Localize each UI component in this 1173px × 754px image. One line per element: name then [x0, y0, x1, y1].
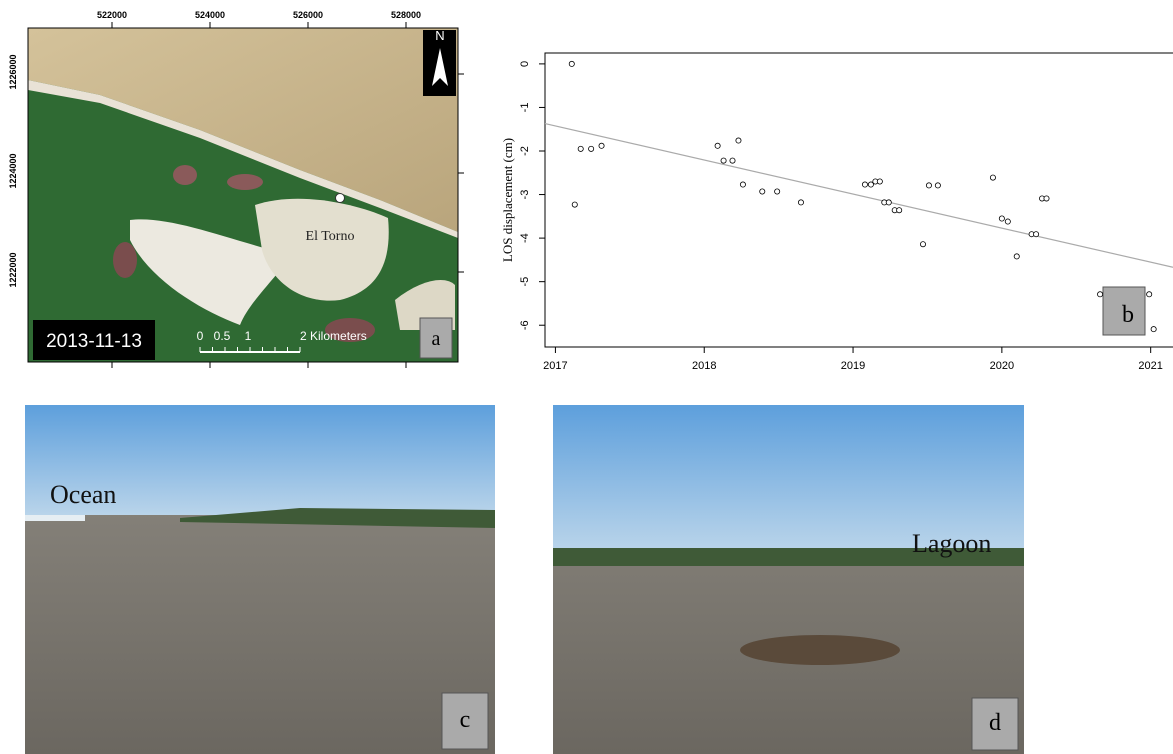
point [1005, 219, 1010, 224]
point [990, 175, 995, 180]
point [599, 143, 604, 148]
point [897, 208, 902, 213]
panel-label: a [432, 328, 441, 350]
photo-d: Lagoon d [553, 405, 1024, 754]
scale-label: 1 [245, 329, 252, 343]
x-tick-label: 2020 [990, 360, 1014, 372]
trend-line [545, 124, 1173, 268]
figure-canvas: N El Torno 2013-11-13 a Ocean c Lagoon d… [0, 0, 1173, 754]
point [1014, 254, 1019, 259]
place-label: El Torno [306, 229, 355, 244]
x-tick-label: 2019 [841, 360, 865, 372]
x-tick-label: 2021 [1138, 360, 1162, 372]
map-x-tick-label: 526000 [293, 10, 323, 20]
y-tick-label: -6 [519, 320, 531, 330]
y-tick-label: -3 [519, 190, 531, 200]
y-tick-label: -1 [519, 103, 531, 113]
map-y-tick-label: 1226000 [8, 54, 18, 89]
y-tick-label: -5 [519, 277, 531, 287]
point [999, 216, 1004, 221]
point [1044, 196, 1049, 201]
y-tick-label: -4 [519, 233, 531, 243]
y-tick-label: -2 [519, 146, 531, 156]
x-tick-label: 2018 [692, 360, 716, 372]
surf [25, 515, 85, 521]
map-y-tick-label: 1222000 [8, 252, 18, 287]
point [760, 189, 765, 194]
map-x-tick-label: 528000 [391, 10, 421, 20]
point [886, 200, 891, 205]
point [730, 158, 735, 163]
x-tick-label: 2017 [543, 360, 567, 372]
point [1147, 292, 1152, 297]
debris [740, 635, 900, 665]
wetland [227, 174, 263, 190]
photo-c: Ocean c [25, 405, 495, 754]
map-x-tick-label: 524000 [195, 10, 225, 20]
scale-label: 0.5 [214, 329, 231, 343]
plot-frame [545, 53, 1173, 347]
wetland [113, 242, 137, 278]
point [740, 182, 745, 187]
point [578, 146, 583, 151]
point [572, 202, 577, 207]
point [736, 138, 741, 143]
photo-label: Ocean [50, 480, 116, 509]
panel-label: b [1122, 302, 1134, 328]
point [715, 143, 720, 148]
point [935, 183, 940, 188]
point [775, 189, 780, 194]
point [926, 183, 931, 188]
y-axis-label: LOS displacement (cm) [500, 138, 515, 262]
photo-label: Lagoon [912, 529, 991, 558]
point [721, 158, 726, 163]
point [798, 200, 803, 205]
point [1097, 292, 1102, 297]
site-marker [336, 194, 345, 203]
panel-label: d [989, 710, 1001, 736]
scale-label: 2 Kilometers [300, 329, 367, 343]
point [1151, 327, 1156, 332]
north-label: N [435, 28, 444, 43]
point [589, 146, 594, 151]
point [569, 61, 574, 66]
point [1033, 232, 1038, 237]
point [920, 242, 925, 247]
point [862, 182, 867, 187]
panel-label: c [460, 707, 471, 733]
figure: N El Torno 2013-11-13 a Ocean c Lagoon d… [0, 0, 1173, 754]
map-panel: N El Torno 2013-11-13 a [28, 28, 458, 362]
date-label: 2013-11-13 [46, 331, 142, 352]
map-y-tick-label: 1224000 [8, 153, 18, 188]
wetland [173, 165, 197, 185]
map-x-tick-label: 522000 [97, 10, 127, 20]
scale-label: 0 [197, 329, 204, 343]
y-tick-label: 0 [519, 61, 531, 67]
point [877, 179, 882, 184]
